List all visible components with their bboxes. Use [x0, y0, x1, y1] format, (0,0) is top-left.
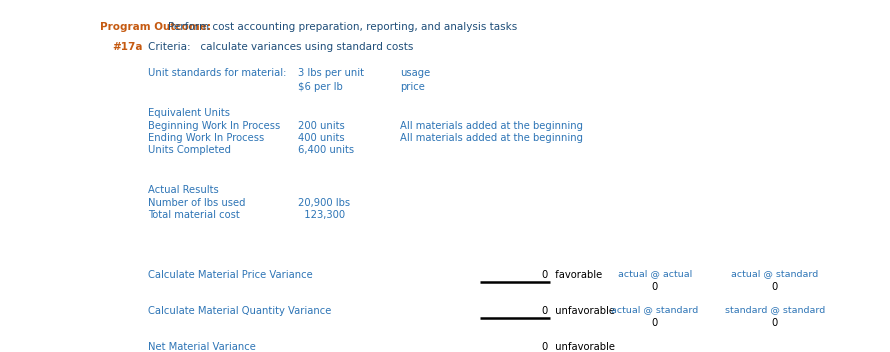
Text: 0: 0 [542, 342, 548, 352]
Text: actual @ standard: actual @ standard [732, 269, 819, 278]
Text: usage: usage [400, 68, 430, 78]
Text: All materials added at the beginning: All materials added at the beginning [400, 133, 583, 143]
Text: 200 units: 200 units [298, 121, 344, 131]
Text: Beginning Work In Process: Beginning Work In Process [148, 121, 280, 131]
Text: Perform cost accounting preparation, reporting, and analysis tasks: Perform cost accounting preparation, rep… [168, 22, 517, 32]
Text: actual @ standard: actual @ standard [611, 305, 699, 314]
Text: 0: 0 [542, 306, 548, 316]
Text: 0: 0 [772, 282, 778, 292]
Text: Equivalent Units: Equivalent Units [148, 108, 230, 118]
Text: Program Outcome:: Program Outcome: [100, 22, 211, 32]
Text: Ending Work In Process: Ending Work In Process [148, 133, 264, 143]
Text: favorable: favorable [552, 270, 603, 280]
Text: 6,400 units: 6,400 units [298, 145, 354, 155]
Text: 0: 0 [542, 270, 548, 280]
Text: 0: 0 [651, 318, 658, 328]
Text: Total material cost: Total material cost [148, 210, 239, 220]
Text: unfavorable: unfavorable [552, 342, 615, 352]
Text: actual @ actual: actual @ actual [618, 269, 692, 278]
Text: All materials added at the beginning: All materials added at the beginning [400, 121, 583, 131]
Text: #17a: #17a [112, 42, 142, 52]
Text: price: price [400, 82, 425, 92]
Text: unfavorable: unfavorable [552, 306, 615, 316]
Text: Actual Results: Actual Results [148, 185, 219, 195]
Text: 0: 0 [772, 318, 778, 328]
Text: Number of lbs used: Number of lbs used [148, 198, 246, 208]
Text: Calculate Material Quantity Variance: Calculate Material Quantity Variance [148, 306, 331, 316]
Text: 123,300: 123,300 [298, 210, 345, 220]
Text: $6 per lb: $6 per lb [298, 82, 343, 92]
Text: standard @ standard: standard @ standard [724, 305, 825, 314]
Text: 0: 0 [651, 282, 658, 292]
Text: Calculate Material Price Variance: Calculate Material Price Variance [148, 270, 312, 280]
Text: Unit standards for material:: Unit standards for material: [148, 68, 287, 78]
Text: Units Completed: Units Completed [148, 145, 231, 155]
Text: Net Material Variance: Net Material Variance [148, 342, 256, 352]
Text: 20,900 lbs: 20,900 lbs [298, 198, 350, 208]
Text: Criteria:   calculate variances using standard costs: Criteria: calculate variances using stan… [148, 42, 413, 52]
Text: 3 lbs per unit: 3 lbs per unit [298, 68, 364, 78]
Text: 400 units: 400 units [298, 133, 344, 143]
